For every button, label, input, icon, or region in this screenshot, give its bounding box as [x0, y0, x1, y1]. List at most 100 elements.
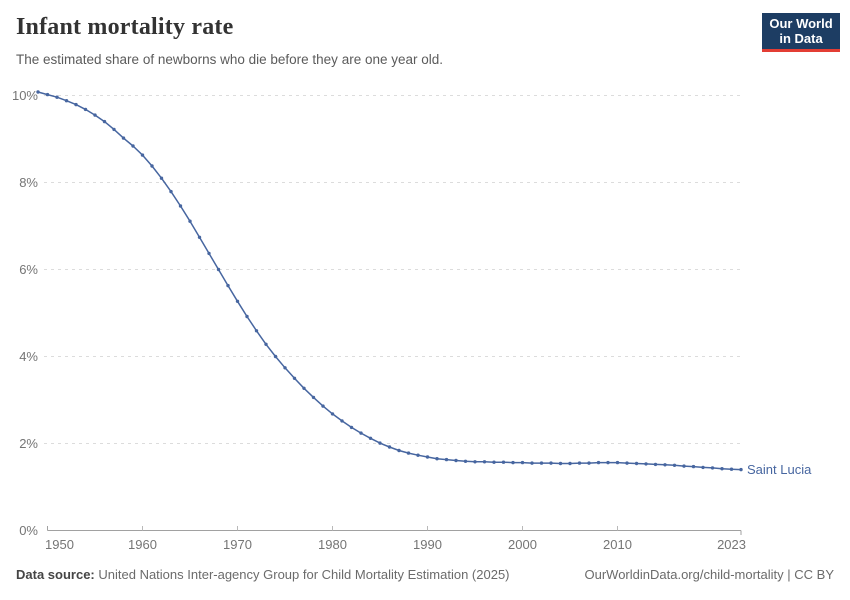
- data-point[interactable]: [530, 461, 534, 465]
- data-point[interactable]: [397, 448, 401, 453]
- data-point[interactable]: [549, 461, 553, 465]
- data-point[interactable]: [701, 465, 705, 470]
- data-point[interactable]: [188, 219, 192, 223]
- data-point[interactable]: [520, 460, 525, 465]
- data-point[interactable]: [264, 342, 268, 346]
- data-point[interactable]: [83, 107, 88, 112]
- line-series-saint-lucia[interactable]: [37, 91, 742, 471]
- x-tick-label: 1970: [223, 537, 252, 552]
- data-point[interactable]: [36, 90, 40, 94]
- data-point[interactable]: [720, 467, 724, 471]
- y-tick-label: 4%: [19, 349, 38, 364]
- data-point[interactable]: [216, 267, 221, 272]
- data-point[interactable]: [178, 204, 183, 208]
- y-tick-label: 0%: [19, 523, 38, 538]
- data-point[interactable]: [644, 462, 648, 466]
- data-point[interactable]: [349, 425, 354, 430]
- data-point[interactable]: [682, 464, 686, 468]
- x-tick-label: 1990: [413, 537, 442, 552]
- data-point[interactable]: [539, 461, 544, 465]
- data-point[interactable]: [254, 329, 259, 333]
- data-point[interactable]: [568, 461, 572, 466]
- data-point[interactable]: [378, 441, 382, 445]
- chart-subtitle: The estimated share of newborns who die …: [16, 52, 444, 67]
- data-point[interactable]: [169, 189, 173, 194]
- data-point[interactable]: [435, 457, 439, 461]
- data-point[interactable]: [283, 366, 287, 370]
- data-point[interactable]: [710, 466, 715, 470]
- owid-logo-text: Our World in Data: [769, 16, 833, 46]
- data-point[interactable]: [492, 460, 496, 464]
- data-point[interactable]: [416, 453, 420, 457]
- data-point[interactable]: [577, 461, 582, 465]
- license-link[interactable]: OurWorldinData.org/child-mortality | CC …: [584, 567, 835, 582]
- data-point[interactable]: [511, 460, 515, 465]
- data-point[interactable]: [121, 136, 126, 140]
- y-tick-label: 10%: [12, 88, 38, 103]
- data-point[interactable]: [615, 460, 620, 465]
- data-point[interactable]: [368, 436, 373, 440]
- data-point[interactable]: [207, 251, 211, 256]
- data-point[interactable]: [292, 376, 297, 380]
- data-point[interactable]: [340, 419, 344, 423]
- data-point[interactable]: [672, 463, 677, 467]
- data-source-value: United Nations Inter-agency Group for Ch…: [98, 567, 510, 582]
- data-point[interactable]: [625, 461, 629, 465]
- data-point[interactable]: [558, 461, 563, 466]
- chart-title: Infant mortality rate: [16, 14, 234, 40]
- data-point[interactable]: [739, 467, 743, 472]
- data-point[interactable]: [64, 99, 69, 103]
- x-tick-label: 2000: [508, 537, 537, 552]
- data-point[interactable]: [463, 459, 468, 463]
- data-point[interactable]: [93, 113, 97, 117]
- x-tick-label: 2010: [603, 537, 632, 552]
- data-point[interactable]: [501, 460, 506, 464]
- data-point[interactable]: [653, 462, 658, 467]
- data-point[interactable]: [444, 457, 449, 462]
- data-point[interactable]: [587, 461, 591, 465]
- data-point[interactable]: [45, 92, 50, 97]
- data-point[interactable]: [406, 451, 411, 455]
- data-point[interactable]: [140, 153, 145, 157]
- data-point[interactable]: [663, 463, 667, 467]
- data-point[interactable]: [302, 386, 306, 390]
- data-point[interactable]: [150, 164, 154, 168]
- y-tick-label: 6%: [19, 262, 38, 277]
- data-point[interactable]: [273, 354, 278, 359]
- data-point[interactable]: [159, 176, 164, 180]
- data-point[interactable]: [634, 461, 639, 466]
- data-point[interactable]: [482, 460, 487, 464]
- data-point[interactable]: [112, 127, 116, 132]
- data-point[interactable]: [596, 460, 601, 465]
- data-point[interactable]: [606, 460, 610, 465]
- data-point[interactable]: [473, 460, 477, 464]
- data-point[interactable]: [74, 102, 78, 107]
- data-point[interactable]: [55, 95, 59, 99]
- data-point[interactable]: [197, 235, 202, 239]
- x-tick-label: 2023: [717, 537, 746, 552]
- y-tick-label: 2%: [19, 436, 38, 451]
- entity-label-saint-lucia[interactable]: Saint Lucia: [747, 462, 812, 477]
- data-point[interactable]: [330, 412, 335, 416]
- data-point[interactable]: [102, 119, 107, 124]
- data-point[interactable]: [387, 445, 392, 449]
- data-point[interactable]: [245, 314, 249, 319]
- x-tick-label: 1960: [128, 537, 157, 552]
- data-point[interactable]: [131, 144, 135, 148]
- chart-footer: Data source: United Nations Inter-agency…: [16, 567, 834, 582]
- y-tick-label: 8%: [19, 175, 38, 190]
- data-point[interactable]: [359, 431, 363, 435]
- x-tick-label: 1980: [318, 537, 347, 552]
- data-point[interactable]: [454, 458, 458, 463]
- data-point[interactable]: [321, 404, 325, 408]
- data-point[interactable]: [691, 464, 696, 469]
- data-point[interactable]: [311, 395, 316, 400]
- owid-logo[interactable]: Our World in Data: [762, 13, 840, 52]
- data-point[interactable]: [226, 283, 230, 288]
- data-point[interactable]: [235, 299, 240, 303]
- data-source: Data source: United Nations Inter-agency…: [16, 567, 510, 582]
- data-point[interactable]: [425, 455, 430, 459]
- data-point[interactable]: [729, 467, 734, 471]
